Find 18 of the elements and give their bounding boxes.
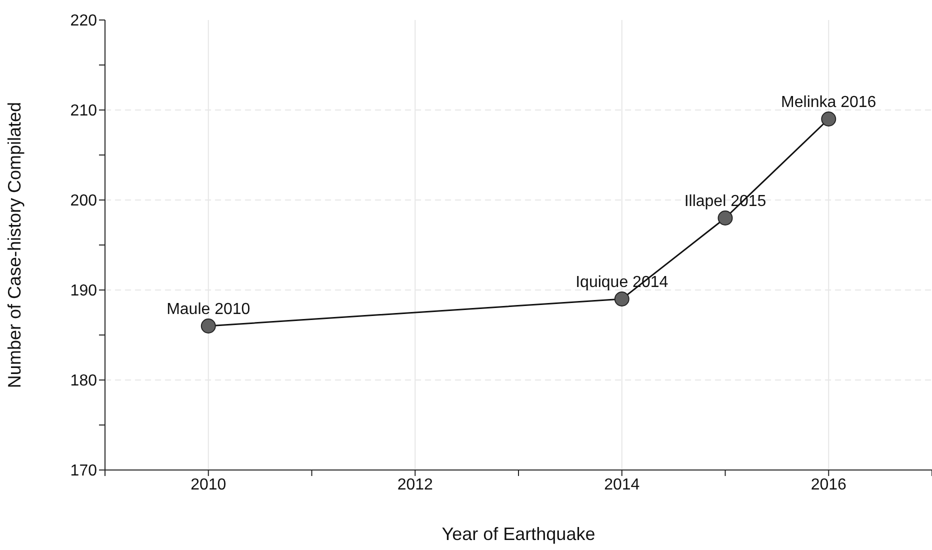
annotation: Melinka 2016: [781, 94, 876, 111]
y-tick-label: 210: [70, 102, 98, 120]
point: [614, 292, 630, 306]
x-tick-label: 2016: [810, 476, 847, 494]
y-tick-label: 220: [70, 12, 98, 30]
x-tick-label: 2012: [397, 476, 434, 494]
annotation: Maule 2010: [166, 301, 250, 318]
x-tick-label: 2014: [604, 476, 640, 494]
y-tick-label: 200: [70, 192, 98, 210]
y-tick-label: 180: [70, 372, 98, 390]
point: [821, 112, 836, 126]
y-tick-label: 190: [70, 282, 98, 300]
y-axis-title: Number of Case-history Compilated: [4, 102, 24, 388]
point: [718, 210, 733, 226]
x-tick-label: 2010: [190, 476, 226, 494]
y-tick-label: 170: [70, 462, 98, 480]
point: [200, 318, 216, 334]
x-axis-title: Year of Earthquake: [442, 524, 596, 544]
